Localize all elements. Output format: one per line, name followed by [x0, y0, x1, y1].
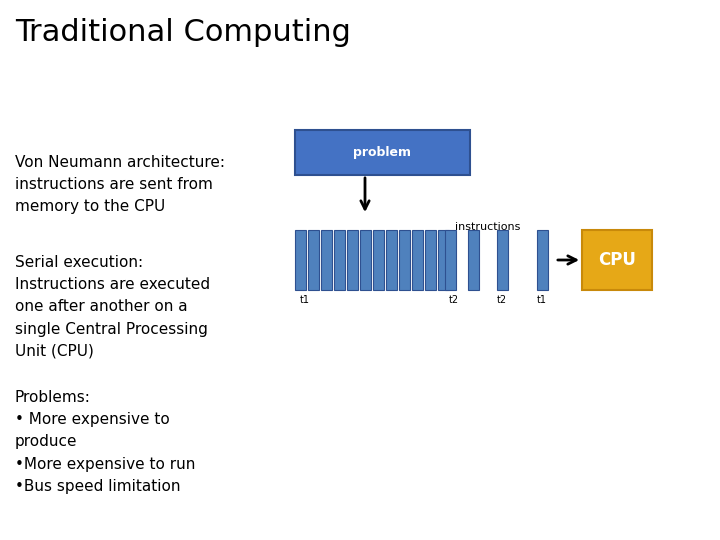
Bar	[399, 230, 410, 290]
Bar	[295, 230, 306, 290]
Text: t1: t1	[300, 295, 310, 305]
Bar	[295, 130, 470, 175]
Text: Problems:
• More expensive to
produce
•More expensive to run
•Bus speed limitati: Problems: • More expensive to produce •M…	[15, 390, 195, 494]
Bar	[412, 230, 423, 290]
Bar	[347, 230, 358, 290]
Bar	[438, 230, 449, 290]
Text: CPU: CPU	[598, 251, 636, 269]
Bar	[308, 230, 319, 290]
Text: t2: t2	[497, 295, 507, 305]
Bar	[360, 230, 371, 290]
Bar	[582, 230, 652, 290]
Bar	[386, 230, 397, 290]
Bar	[373, 230, 384, 290]
Text: t2: t2	[449, 295, 459, 305]
Bar	[425, 230, 436, 290]
Bar	[321, 230, 332, 290]
Text: instructions: instructions	[455, 222, 521, 232]
Bar	[334, 230, 345, 290]
Text: Von Neumann architecture:
instructions are sent from
memory to the CPU: Von Neumann architecture: instructions a…	[15, 155, 225, 214]
Text: Serial execution:
Instructions are executed
one after another on a
single Centra: Serial execution: Instructions are execu…	[15, 255, 210, 359]
Bar	[445, 230, 456, 290]
Bar	[497, 230, 508, 290]
Text: problem: problem	[354, 146, 412, 159]
Text: t1: t1	[537, 295, 547, 305]
Bar	[537, 230, 548, 290]
Bar	[468, 230, 479, 290]
Text: Traditional Computing: Traditional Computing	[15, 18, 351, 47]
